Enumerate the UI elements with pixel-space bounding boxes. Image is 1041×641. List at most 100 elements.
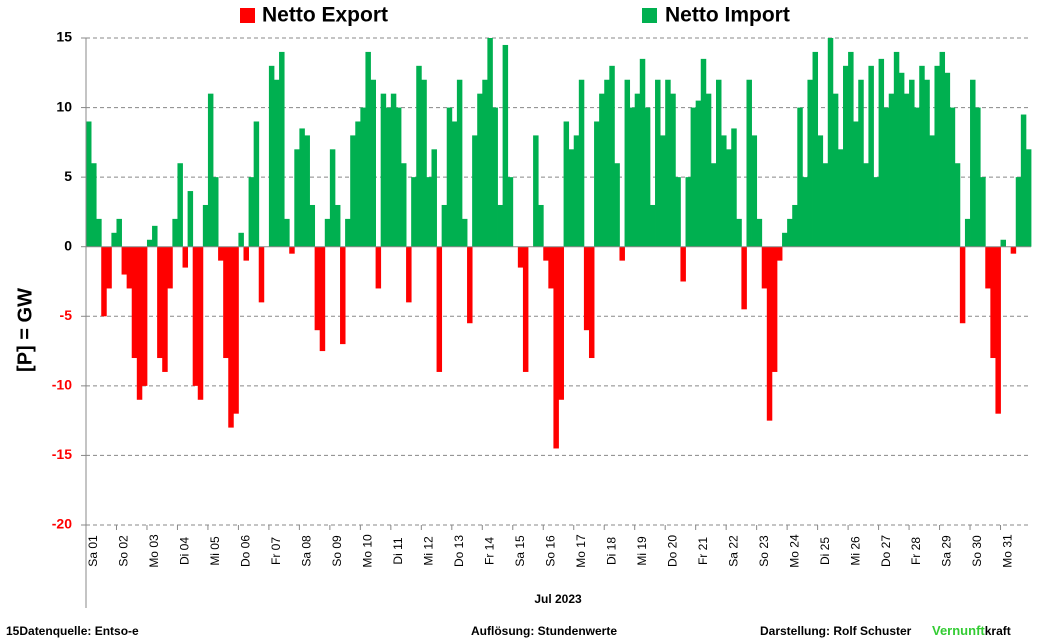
area-segment [207, 93, 214, 247]
area-segment [583, 246, 590, 331]
area-segment [355, 121, 361, 247]
area-segment [614, 163, 620, 247]
area-segment [878, 58, 885, 247]
area-segment [228, 246, 234, 428]
area-segment [807, 79, 813, 247]
area-segment [487, 38, 493, 247]
area-segment [695, 100, 702, 247]
area-segment [416, 65, 422, 247]
area-segment [401, 163, 407, 247]
area-segment [472, 135, 478, 247]
x-axis-label: Jul 2023 [534, 592, 582, 606]
area-segment [436, 246, 443, 372]
area-segment [111, 232, 117, 247]
area-segment [482, 79, 488, 247]
area-segment [929, 135, 935, 247]
area-segment [477, 93, 483, 247]
area-segment [975, 107, 981, 247]
area-segment [451, 121, 458, 247]
x-tick-label: Do 20 [665, 535, 679, 567]
x-tick-label: So 23 [757, 535, 771, 567]
area-segment [568, 149, 575, 247]
x-tick-label: Fr 14 [482, 537, 496, 565]
area-segment [538, 204, 544, 247]
x-tick-label: Do 13 [452, 535, 466, 567]
area-segment [126, 246, 133, 289]
area-segment [1025, 149, 1032, 247]
area-segment [177, 163, 183, 247]
area-segment [843, 65, 849, 247]
area-segment [868, 65, 874, 247]
area-segment [665, 79, 671, 247]
area-segment [817, 135, 824, 247]
area-segment [655, 79, 661, 247]
area-segment [690, 107, 697, 247]
area-segment [741, 246, 747, 310]
x-tick-label: So 16 [543, 535, 557, 567]
x-tick-label: Mi 12 [421, 536, 435, 566]
area-segment [756, 218, 763, 247]
area-segment [426, 177, 432, 247]
area-segment [375, 246, 382, 289]
area-segment [446, 107, 453, 247]
area-segment [827, 38, 834, 247]
area-segment [96, 218, 102, 247]
area-segment [558, 246, 564, 400]
y-tick-label: 0 [64, 237, 72, 253]
area-segment [888, 93, 895, 247]
area-segment [573, 135, 580, 247]
area-segment [360, 107, 366, 247]
brand-green: Vernunft [932, 623, 985, 638]
area-segment [116, 218, 122, 247]
area-segment [898, 72, 905, 247]
area-segment [370, 79, 376, 247]
area-segment [980, 177, 986, 247]
area-segment [990, 246, 996, 359]
area-segment [279, 51, 285, 247]
area-segment [649, 204, 656, 247]
brand-black: kraft [985, 624, 1011, 638]
area-segment [1015, 177, 1022, 247]
area-segment [218, 246, 224, 261]
area-segment [822, 163, 829, 247]
x-tick-label: Mi 19 [635, 536, 649, 566]
area-segment [304, 135, 310, 247]
area-segment [731, 128, 737, 247]
y-tick-label: -15 [52, 446, 72, 462]
area-segment [853, 121, 859, 247]
area-segment [223, 246, 229, 359]
x-tick-label: Fr 07 [269, 537, 283, 565]
area-segment [919, 65, 925, 247]
area-segment [970, 79, 976, 247]
area-segment [365, 51, 371, 247]
area-segment [883, 107, 890, 247]
area-segment [670, 93, 676, 247]
area-segment [812, 51, 819, 247]
area-segment [553, 246, 559, 449]
area-segment [746, 79, 752, 247]
y-tick-label: -20 [52, 516, 72, 532]
footer-source: 15Datenquelle: Entso-e [6, 624, 139, 638]
area-segment [522, 246, 529, 372]
area-segment [837, 149, 844, 247]
area-segment [421, 79, 427, 247]
area-segment [644, 107, 651, 247]
area-segment [461, 218, 468, 247]
area-segment [309, 204, 316, 247]
area-segment [924, 79, 930, 247]
legend-label: Netto Export [262, 4, 388, 27]
area-segment [782, 232, 788, 247]
area-segment [213, 177, 219, 247]
legend-label: Netto Import [665, 4, 790, 27]
area-segment [106, 246, 112, 289]
area-segment [492, 107, 498, 247]
area-segment [914, 107, 920, 247]
x-tick-label: Mo 31 [1001, 534, 1015, 568]
area-segment [467, 246, 473, 324]
area-segment [319, 246, 326, 352]
area-segment [939, 51, 946, 247]
x-tick-label: Mo 24 [787, 534, 801, 568]
area-segment [294, 149, 300, 247]
area-segment [238, 232, 244, 247]
area-segment [954, 163, 961, 247]
